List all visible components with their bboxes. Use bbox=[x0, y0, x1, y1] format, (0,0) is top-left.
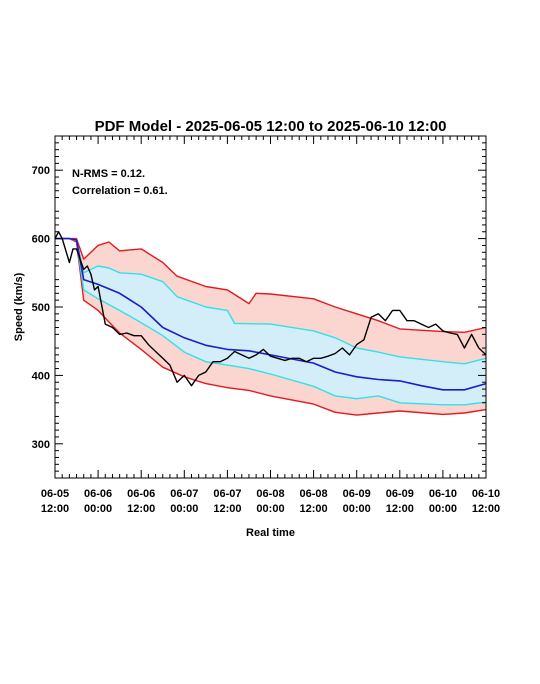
series-observed bbox=[54, 231, 487, 387]
series-lines bbox=[54, 231, 487, 416]
x-tick-label-date: 06-09 bbox=[386, 488, 414, 500]
x-tick-label-time: 00:00 bbox=[256, 503, 284, 515]
y-tick-label: 400 bbox=[32, 370, 50, 382]
y-tick-label: 300 bbox=[32, 439, 50, 451]
x-tick-label-time: 00:00 bbox=[343, 503, 371, 515]
inner-band-fill bbox=[55, 238, 486, 405]
nrms-annotation: N-RMS = 0.12. bbox=[72, 168, 145, 180]
x-tick-label-date: 06-10 bbox=[472, 488, 500, 500]
x-tick-label-time: 12:00 bbox=[300, 503, 328, 515]
x-tick-label-time: 12:00 bbox=[472, 503, 500, 515]
x-tick-label-date: 06-05 bbox=[41, 488, 69, 500]
x-tick-label-time: 00:00 bbox=[429, 503, 457, 515]
series-outer-lower bbox=[55, 237, 487, 416]
x-tick-label-date: 06-07 bbox=[170, 488, 198, 500]
chart-title: PDF Model - 2025-06-05 12:00 to 2025-06-… bbox=[95, 118, 447, 135]
x-tick-label-date: 06-08 bbox=[256, 488, 284, 500]
correlation-annotation: Correlation = 0.61. bbox=[72, 185, 168, 197]
y-tick-label: 600 bbox=[32, 234, 50, 246]
y-axis-label: Speed (km/s) bbox=[13, 272, 25, 341]
x-tick-label-time: 12:00 bbox=[41, 503, 69, 515]
y-tick-label: 500 bbox=[32, 302, 50, 314]
x-tick-label-date: 06-09 bbox=[343, 488, 371, 500]
x-tick-label-time: 12:00 bbox=[386, 503, 414, 515]
x-tick-label-date: 06-07 bbox=[213, 488, 241, 500]
x-tick-label-time: 00:00 bbox=[170, 503, 198, 515]
x-tick-label-date: 06-06 bbox=[127, 488, 155, 500]
x-tick-label-date: 06-08 bbox=[300, 488, 328, 500]
series-inner-lower bbox=[55, 237, 487, 406]
x-tick-label-date: 06-06 bbox=[84, 488, 112, 500]
x-tick-label-time: 12:00 bbox=[127, 503, 155, 515]
x-tick-label-date: 06-10 bbox=[429, 488, 457, 500]
series-median bbox=[55, 237, 487, 391]
x-tick-label-time: 12:00 bbox=[213, 503, 241, 515]
y-tick-label: 700 bbox=[32, 165, 50, 177]
series-outer-upper bbox=[55, 237, 487, 333]
series-inner-upper bbox=[55, 237, 487, 365]
x-tick-label-time: 00:00 bbox=[84, 503, 112, 515]
x-axis-label: Real time bbox=[246, 527, 295, 539]
prediction-bands bbox=[55, 238, 486, 416]
axis-ticks: 300 400 500 600 700 06-05 12:00 06-06 00:00 06-06… bbox=[32, 136, 500, 515]
